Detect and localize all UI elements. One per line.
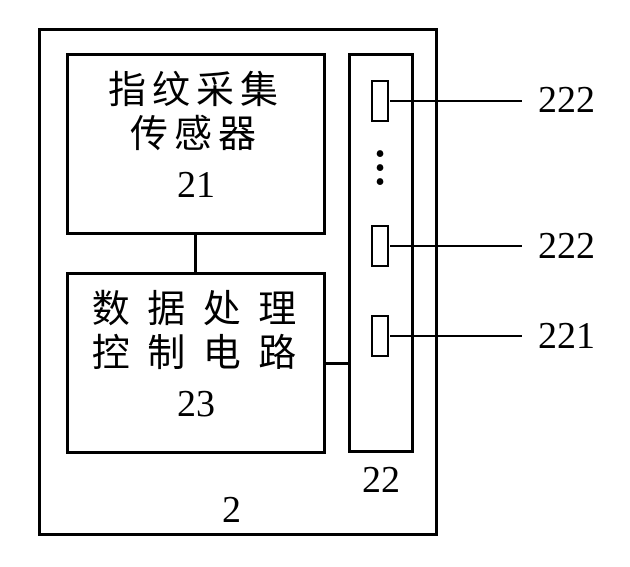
pin-0 — [371, 80, 389, 122]
lead-0 — [390, 100, 522, 102]
pin-2 — [371, 315, 389, 357]
dpu-line1: 数 据 处 理 — [69, 289, 323, 333]
lead-1 — [390, 245, 522, 247]
right-column-num: 22 — [362, 458, 400, 502]
sensor-line2: 传感器 — [69, 114, 323, 158]
callout-2: 221 — [538, 314, 595, 358]
connector-dpu-col — [326, 362, 348, 365]
callout-1: 222 — [538, 224, 595, 268]
dpu-box: 数 据 处 理 控 制 电 路 23 — [66, 272, 326, 454]
vdots-icon: ••• — [371, 148, 389, 190]
connector-sensor-dpu — [194, 235, 197, 272]
dpu-num: 23 — [69, 382, 323, 426]
callout-0: 222 — [538, 78, 595, 122]
pin-1 — [371, 225, 389, 267]
sensor-line1: 指纹采集 — [69, 70, 323, 114]
dpu-line2: 控 制 电 路 — [69, 333, 323, 377]
lead-2 — [390, 335, 522, 337]
sensor-num: 21 — [69, 163, 323, 207]
outer-label: 2 — [222, 488, 241, 532]
sensor-box: 指纹采集 传感器 21 — [66, 53, 326, 235]
